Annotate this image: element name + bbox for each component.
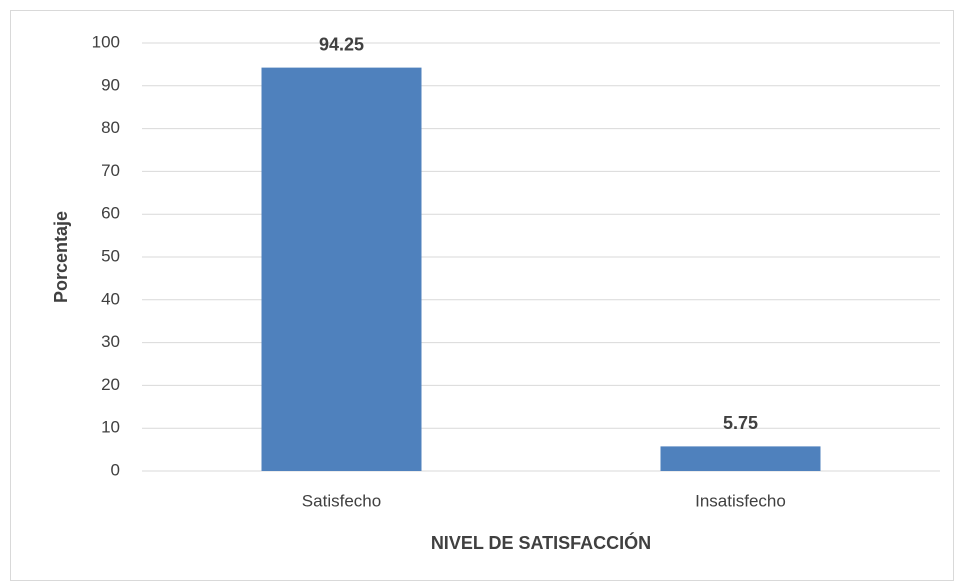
y-tick-label: 40 (101, 289, 120, 308)
y-tick-label: 80 (101, 118, 120, 137)
y-tick-label: 10 (101, 418, 120, 437)
y-tick-label: 50 (101, 246, 120, 265)
y-tick-label: 60 (101, 204, 120, 223)
x-tick-label: Satisfecho (302, 491, 381, 510)
bar (660, 446, 821, 471)
chart-border (10, 10, 954, 581)
x-tick-label: Insatisfecho (695, 491, 786, 510)
y-tick-label: 30 (101, 332, 120, 351)
y-tick-label: 90 (101, 75, 120, 94)
y-tick-label: 20 (101, 375, 120, 394)
x-axis-label: NIVEL DE SATISFACCIÓN (431, 532, 651, 553)
data-label: 94.25 (319, 34, 364, 54)
y-tick-label: 0 (111, 460, 120, 479)
data-label: 5.75 (723, 413, 758, 433)
y-tick-label: 100 (92, 32, 120, 51)
y-axis-label: Porcentaje (51, 211, 71, 303)
y-tick-label: 70 (101, 161, 120, 180)
bar (261, 67, 422, 472)
